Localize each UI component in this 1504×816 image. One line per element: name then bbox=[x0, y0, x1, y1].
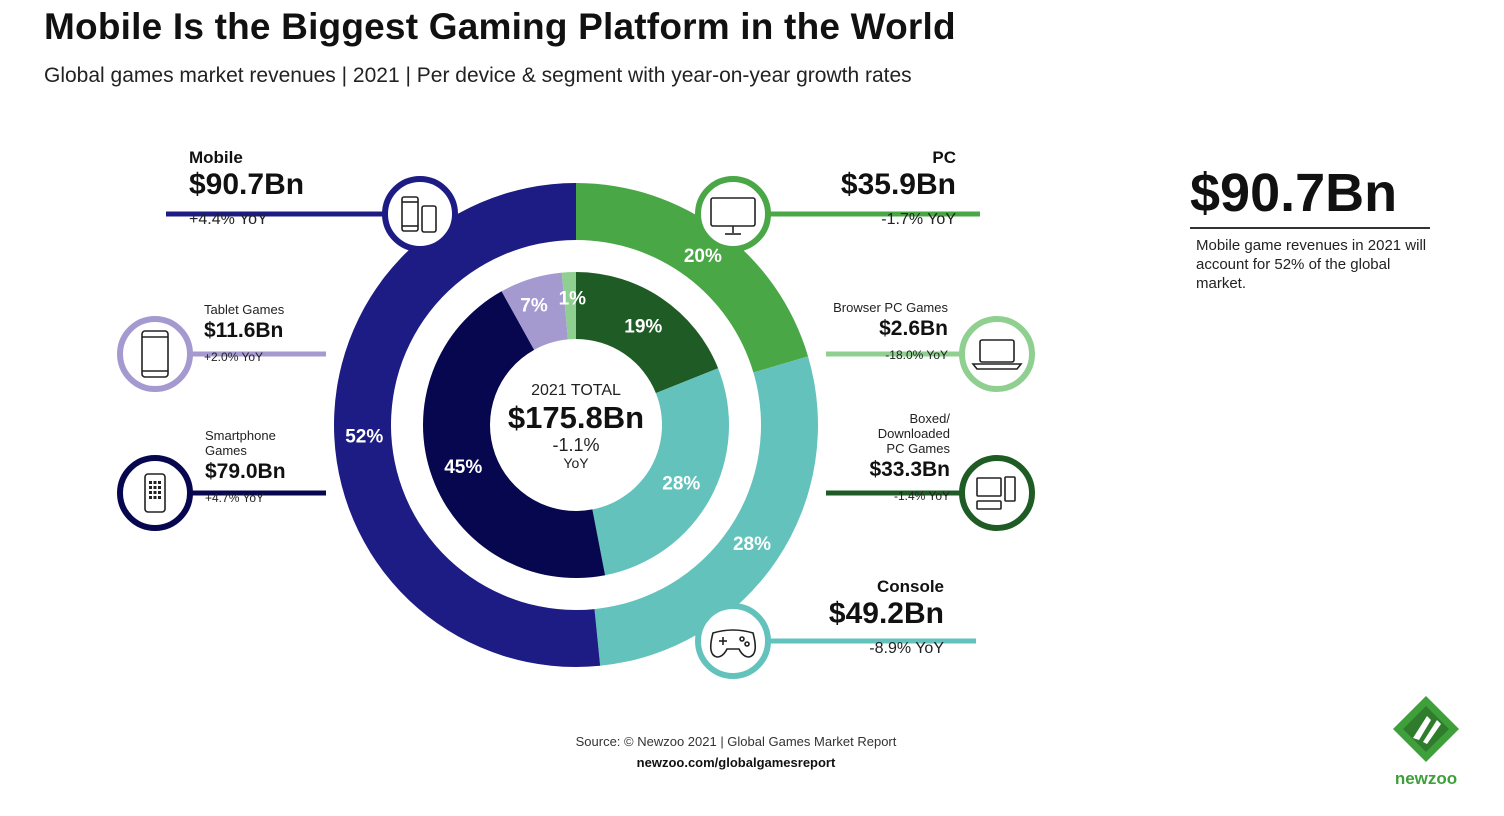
newzoo-logo-text: newzoo bbox=[1394, 769, 1458, 788]
callout-tablet-value: $11.6Bn bbox=[204, 318, 284, 342]
callout-smartphone: Smartphone Games $79.0Bn +4.7% YoY bbox=[205, 428, 286, 506]
center-label: 2021 TOTAL bbox=[531, 382, 621, 399]
callout-console-value: $49.2Bn bbox=[828, 597, 944, 630]
inner-pct-label-smartphone-games: 45% bbox=[444, 457, 482, 478]
outer-pct-label-pc: 20% bbox=[684, 246, 722, 267]
callout-pc-name: PC bbox=[932, 148, 956, 167]
callout-browser-yoy: -18.0% YoY bbox=[885, 348, 948, 363]
callout-console-name: Console bbox=[876, 577, 944, 596]
callout-pc-yoy: -1.7% YoY bbox=[881, 211, 956, 228]
callout-boxed-name-2: Downloaded bbox=[877, 425, 950, 441]
center-yoy: -1.1% bbox=[552, 434, 600, 455]
desktop-pc-icon bbox=[959, 455, 1035, 531]
newzoo-logo-mark bbox=[1393, 696, 1459, 762]
highlight-divider bbox=[1190, 227, 1430, 230]
gamepad-icon bbox=[695, 603, 771, 679]
callout-boxed: Boxed/ Downloaded PC Games $33.3Bn -1.4%… bbox=[869, 411, 950, 504]
inner-slice-tablet-games bbox=[501, 272, 569, 350]
laptop-icon bbox=[959, 316, 1035, 392]
source-text: Source: © Newzoo 2021 | Global Games Mar… bbox=[575, 734, 897, 749]
chart-title: Mobile Is the Biggest Gaming Platform in… bbox=[44, 6, 956, 47]
inner-slice-boxed-downloaded-pc-games bbox=[576, 272, 719, 394]
monitor-icon bbox=[695, 176, 771, 252]
callout-console: Console $49.2Bn -8.9% YoY bbox=[829, 577, 944, 658]
callout-smartphone-yoy: +4.7% YoY bbox=[205, 491, 265, 506]
callout-smartphone-name-1: Smartphone bbox=[205, 428, 276, 443]
callout-pc-value: $35.9Bn bbox=[840, 168, 956, 201]
source-note: Source: © Newzoo 2021 | Global Games Mar… bbox=[0, 734, 1472, 770]
highlight-panel: $90.7Bn Mobile game revenues in 2021 wil… bbox=[1190, 163, 1430, 294]
inner-slice-browser-pc-games bbox=[561, 272, 576, 340]
callout-boxed-value: $33.3Bn bbox=[869, 457, 950, 481]
outer-slice-mobile bbox=[334, 183, 601, 667]
callout-mobile-value: $90.7Bn bbox=[189, 168, 305, 201]
inner-pct-label-browser-pc-games: 1% bbox=[559, 289, 587, 310]
callout-mobile-yoy: +4.4% YoY bbox=[189, 211, 268, 228]
callout-smartphone-value: $79.0Bn bbox=[205, 459, 286, 483]
chart-subtitle: Global games market revenues | 2021 | Pe… bbox=[44, 64, 912, 87]
source-url[interactable]: newzoo.com/globalgamesreport bbox=[636, 755, 836, 770]
callout-mobile: Mobile $90.7Bn +4.4% YoY bbox=[189, 148, 304, 229]
inner-slice-smartphone-games bbox=[422, 291, 606, 579]
tablet-icon bbox=[117, 316, 193, 392]
chart-center-total: 2021 TOTAL $175.8Bn -1.1% YoY bbox=[476, 382, 676, 471]
inner-pct-label-console: 28% bbox=[662, 474, 700, 495]
newzoo-logo: newzoo bbox=[1386, 694, 1466, 789]
callout-pc: PC $35.9Bn -1.7% YoY bbox=[841, 148, 956, 229]
callout-smartphone-name-2: Games bbox=[205, 442, 247, 458]
outer-slice-console bbox=[594, 356, 818, 666]
highlight-value: $90.7Bn bbox=[1190, 163, 1398, 223]
smartphone-icon bbox=[117, 455, 193, 531]
callout-browser-value: $2.6Bn bbox=[879, 316, 948, 340]
callout-boxed-yoy: -1.4% YoY bbox=[893, 489, 950, 504]
phones-icon bbox=[382, 176, 458, 252]
outer-pct-label-mobile: 52% bbox=[345, 427, 383, 448]
inner-pct-label-tablet-games: 7% bbox=[520, 296, 548, 317]
inner-pct-label-boxed-downloaded-pc-games: 19% bbox=[624, 317, 662, 338]
callout-browser-name: Browser PC Games bbox=[833, 300, 948, 315]
center-yoy-label: YoY bbox=[563, 455, 589, 472]
callout-console-yoy: -8.9% YoY bbox=[869, 640, 944, 657]
callout-tablet: Tablet Games $11.6Bn +2.0% YoY bbox=[204, 302, 285, 365]
callout-tablet-yoy: +2.0% YoY bbox=[204, 350, 264, 365]
outer-pct-label-console: 28% bbox=[733, 534, 771, 555]
center-value: $175.8Bn bbox=[507, 400, 645, 435]
callout-tablet-name: Tablet Games bbox=[204, 302, 285, 317]
outer-slice-pc bbox=[576, 183, 809, 373]
callout-browser: Browser PC Games $2.6Bn -18.0% YoY bbox=[833, 300, 948, 363]
highlight-description: Mobile game revenues in 2021 will accoun… bbox=[1196, 237, 1427, 292]
callout-boxed-name-3: PC Games bbox=[886, 440, 950, 456]
inner-slice-console bbox=[592, 368, 729, 576]
callout-mobile-name: Mobile bbox=[189, 148, 243, 167]
callout-boxed-name-1: Boxed/ bbox=[909, 411, 950, 426]
